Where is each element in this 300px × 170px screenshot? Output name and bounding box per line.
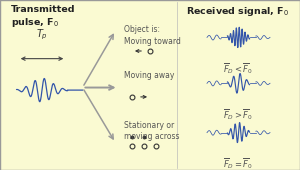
- Text: $T_p$: $T_p$: [36, 27, 48, 42]
- Text: Transmitted
pulse, F$_0$: Transmitted pulse, F$_0$: [11, 5, 75, 29]
- Text: $\overline{F}_D = \overline{F}_0$: $\overline{F}_D = \overline{F}_0$: [224, 156, 254, 170]
- Text: Moving away: Moving away: [124, 71, 175, 80]
- Text: Stationary or
moving across: Stationary or moving across: [124, 121, 180, 141]
- Text: $\overline{F}_D < \overline{F}_0$: $\overline{F}_D < \overline{F}_0$: [224, 61, 254, 76]
- Text: Received signal, F$_0$: Received signal, F$_0$: [186, 5, 289, 18]
- Text: Object is:
Moving toward: Object is: Moving toward: [124, 26, 182, 46]
- Text: $\overline{F}_D > \overline{F}_0$: $\overline{F}_D > \overline{F}_0$: [224, 107, 254, 122]
